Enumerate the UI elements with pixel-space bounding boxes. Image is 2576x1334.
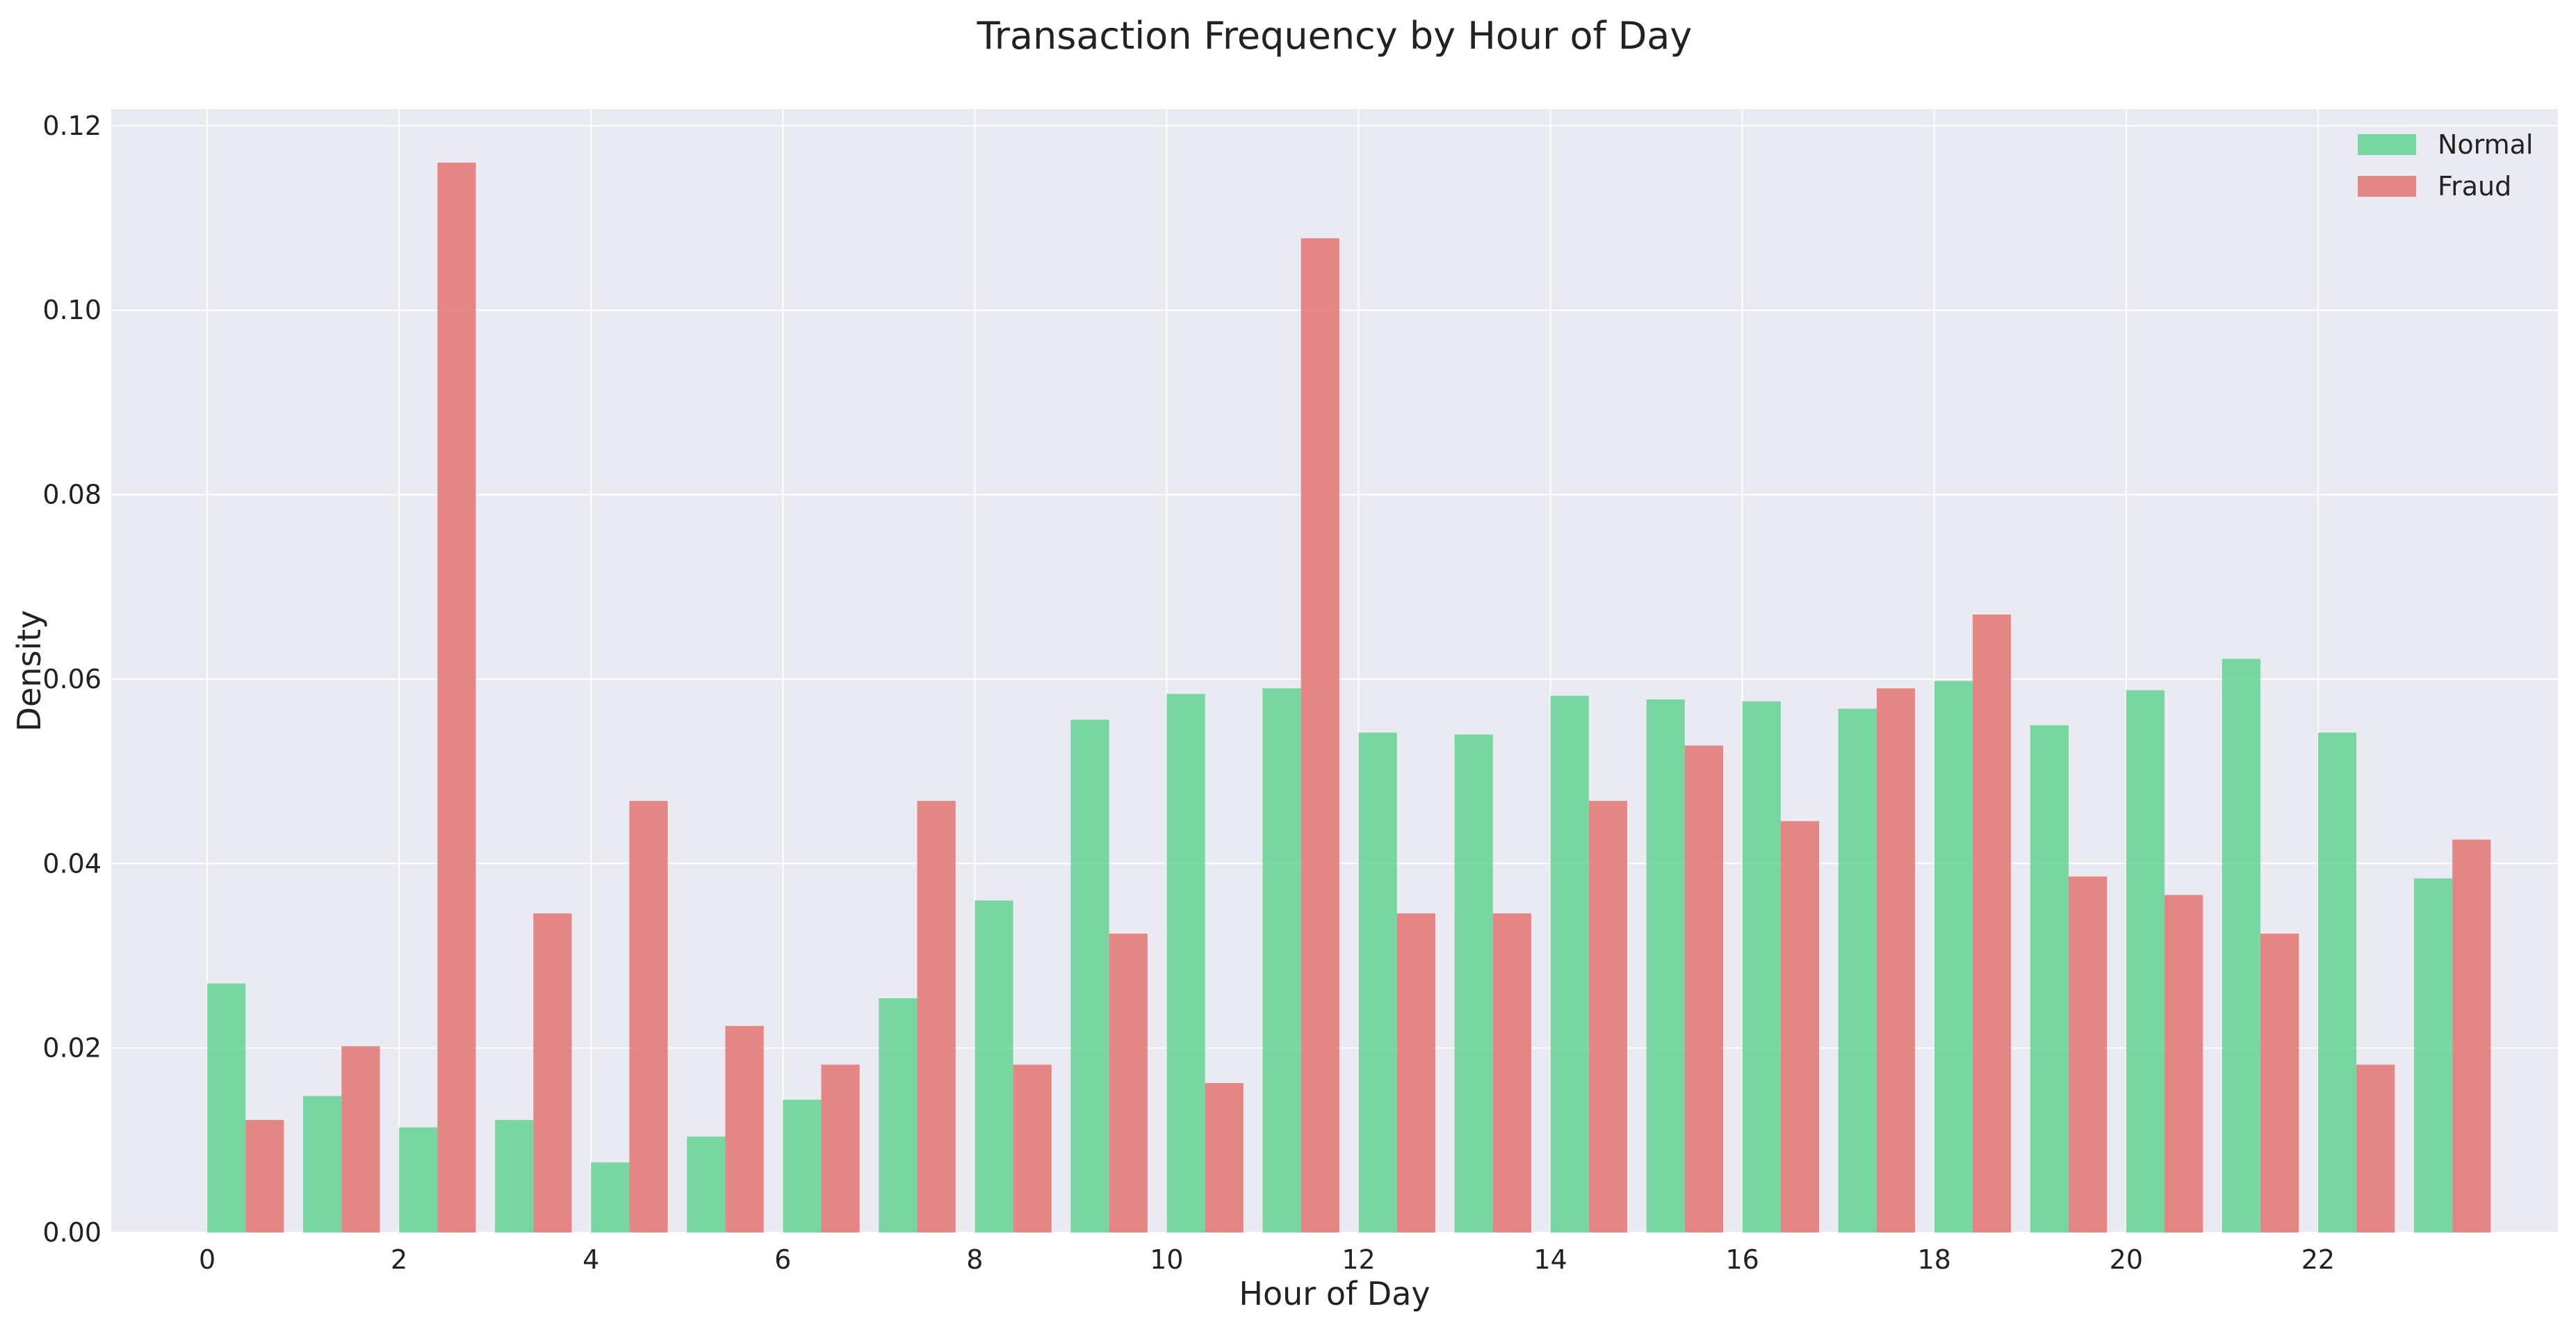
bar-normal-hour-15 (1646, 699, 1685, 1233)
bar-fraud-hour-16 (1780, 821, 1820, 1233)
y-axis-label: Density (10, 610, 48, 732)
bar-fraud-hour-7 (917, 801, 956, 1233)
bar-normal-hour-12 (1358, 732, 1397, 1233)
bar-fraud-hour-23 (2452, 839, 2491, 1233)
bar-fraud-hour-21 (2260, 934, 2299, 1233)
bar-fraud-hour-17 (1876, 688, 1916, 1233)
bar-fraud-hour-6 (821, 1064, 860, 1233)
bar-normal-hour-21 (2222, 658, 2261, 1233)
bar-normal-hour-10 (1166, 694, 1205, 1233)
bar-normal-hour-0 (207, 983, 246, 1233)
x-tick-label: 10 (1150, 1244, 1183, 1275)
y-tick-label: 0.04 (42, 848, 101, 879)
bar-fraud-hour-20 (2165, 895, 2203, 1233)
bar-fraud-hour-14 (1588, 801, 1628, 1233)
legend-label-normal: Normal (2438, 129, 2534, 160)
bar-normal-hour-3 (495, 1120, 534, 1233)
legend-swatch-fraud (2358, 176, 2416, 197)
bar-fraud-hour-1 (341, 1046, 380, 1233)
x-tick-label: 6 (774, 1244, 791, 1275)
x-tick-label: 16 (1725, 1244, 1759, 1275)
bar-fraud-hour-9 (1109, 934, 1148, 1233)
bar-normal-hour-11 (1262, 688, 1301, 1233)
bar-normal-hour-8 (975, 900, 1013, 1233)
bar-normal-hour-20 (2126, 690, 2165, 1233)
y-axis-ticks: 0.00 0.02 0.04 0.06 0.08 0.10 0.12 (42, 111, 101, 1248)
x-tick-label: 8 (966, 1244, 983, 1275)
bar-fraud-hour-5 (725, 1025, 764, 1233)
bar-fraud-hour-12 (1396, 913, 1435, 1233)
bar-normal-hour-6 (783, 1099, 822, 1233)
x-tick-label: 18 (1918, 1244, 1951, 1275)
x-tick-label: 12 (1342, 1244, 1375, 1275)
y-tick-label: 0.00 (42, 1217, 101, 1248)
y-tick-label: 0.02 (42, 1033, 101, 1064)
legend-swatch-normal (2358, 134, 2416, 155)
bar-fraud-hour-11 (1301, 238, 1339, 1233)
x-tick-label: 4 (582, 1244, 599, 1275)
bar-normal-hour-5 (687, 1137, 726, 1233)
bar-normal-hour-16 (1742, 701, 1781, 1233)
bar-fraud-hour-0 (245, 1120, 284, 1233)
bar-normal-hour-1 (303, 1096, 342, 1233)
bar-fraud-hour-10 (1205, 1083, 1244, 1233)
bar-normal-hour-23 (2413, 878, 2453, 1233)
bar-fraud-hour-22 (2356, 1064, 2395, 1233)
legend-label-fraud: Fraud (2438, 171, 2511, 202)
bar-normal-hour-9 (1070, 719, 1109, 1233)
y-tick-label: 0.06 (42, 664, 101, 694)
y-tick-label: 0.10 (42, 295, 101, 325)
bar-fraud-hour-18 (1972, 615, 2012, 1233)
bar-fraud-hour-19 (2069, 876, 2108, 1233)
y-tick-label: 0.08 (42, 480, 101, 510)
bar-fraud-hour-3 (533, 913, 572, 1233)
bar-normal-hour-18 (1934, 681, 1973, 1233)
bar-fraud-hour-4 (629, 801, 668, 1233)
bars-group (207, 162, 2491, 1233)
chart-title: Transaction Frequency by Hour of Day (977, 14, 1693, 58)
bar-fraud-hour-2 (437, 162, 476, 1233)
x-axis-label: Hour of Day (1239, 1275, 1430, 1312)
x-tick-label: 0 (199, 1244, 215, 1275)
bar-normal-hour-4 (591, 1162, 630, 1233)
x-tick-label: 22 (2301, 1244, 2335, 1275)
bar-normal-hour-2 (399, 1127, 438, 1233)
x-axis-ticks: 0 2 4 6 8 10 12 14 16 18 20 22 (199, 1244, 2335, 1275)
x-tick-label: 14 (1533, 1244, 1567, 1275)
bar-normal-hour-22 (2317, 732, 2357, 1233)
bar-normal-hour-13 (1454, 734, 1493, 1233)
bar-fraud-hour-13 (1492, 913, 1531, 1233)
bar-fraud-hour-15 (1684, 745, 1724, 1233)
bar-fraud-hour-8 (1013, 1064, 1052, 1233)
x-tick-label: 2 (391, 1244, 407, 1275)
y-tick-label: 0.12 (42, 111, 101, 141)
bar-normal-hour-19 (2030, 725, 2069, 1233)
x-tick-label: 20 (2110, 1244, 2143, 1275)
bar-normal-hour-14 (1550, 695, 1589, 1233)
bar-normal-hour-17 (1838, 708, 1877, 1233)
bar-normal-hour-7 (879, 998, 918, 1233)
legend: Normal Fraud (2358, 129, 2534, 202)
